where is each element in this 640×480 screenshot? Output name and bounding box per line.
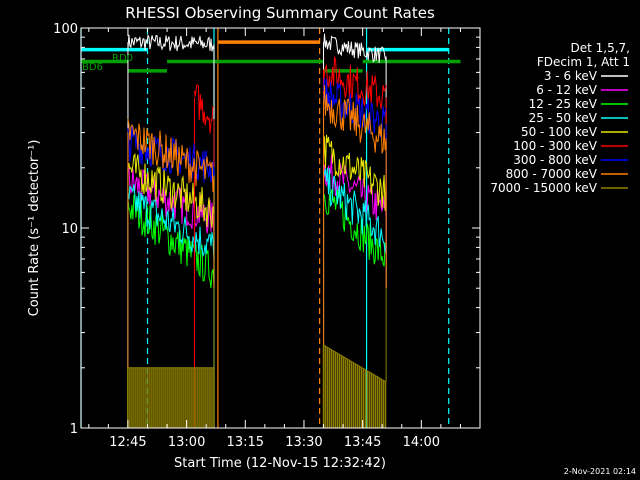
chart-title: RHESSI Observing Summary Count Rates — [125, 4, 435, 22]
series-trace — [323, 189, 387, 267]
x-axis-label: Start Time (12-Nov-15 12:32:42) — [174, 456, 386, 471]
series-trace — [323, 56, 387, 109]
legend-header-line-2: FDecim 1, Att 1 — [537, 55, 630, 69]
legend-entry-label: 300 - 800 keV — [513, 153, 597, 167]
legend-entry-label: 12 - 25 keV — [529, 97, 598, 111]
legend-entry-label: 25 - 50 keV — [529, 111, 598, 125]
legend-entry-label: 7000 - 15000 keV — [490, 181, 597, 195]
axes: 1 10 100 12:45 13:00 13:15 13:30 13:45 14:00 — [53, 22, 481, 450]
y-tick-label: 100 — [53, 22, 78, 37]
series-trace — [323, 33, 387, 64]
legend-entry-label: 6 - 12 keV — [536, 83, 598, 97]
legend-entry-label: 50 - 100 keV — [521, 125, 598, 139]
legend-entry-label: 800 - 7000 keV — [506, 167, 598, 181]
y-axis-label: Count Rate (s⁻¹ detector⁻¹) — [27, 140, 42, 317]
legend-entry-label: 100 - 300 keV — [513, 139, 597, 153]
x-tick-label: 14:00 — [403, 435, 440, 450]
series-trace — [323, 154, 387, 221]
series-trace — [323, 167, 387, 253]
series-trace — [193, 84, 215, 134]
y-tick-label: 1 — [70, 422, 78, 437]
flag-label-rd0: RD0 — [112, 53, 133, 64]
x-tick-label: 13:30 — [285, 435, 322, 450]
series-7000to15000keV — [127, 288, 387, 428]
series-trace — [323, 85, 387, 154]
series-trace — [127, 125, 215, 184]
series-trace — [323, 134, 387, 211]
series-trace — [127, 118, 215, 192]
plot-area — [80, 28, 461, 428]
x-tick-label: 12:45 — [109, 435, 146, 450]
footer-timestamp: 2-Nov-2021 02:14 — [564, 467, 636, 476]
legend-header-line-1: Det 1,5,7, — [571, 41, 631, 55]
series-trace — [127, 33, 215, 52]
x-tick-label: 13:15 — [227, 435, 264, 450]
series-trace — [127, 184, 215, 262]
x-tick-label: 13:00 — [168, 435, 205, 450]
series-trace — [127, 194, 215, 289]
legend-entry-label: 3 - 6 keV — [544, 69, 598, 83]
flag-label-bd6: BD6 — [82, 62, 103, 73]
x-tick-label: 13:45 — [344, 435, 381, 450]
y-tick-label: 10 — [61, 222, 78, 237]
series-trace — [127, 153, 215, 228]
data-series — [127, 33, 387, 428]
